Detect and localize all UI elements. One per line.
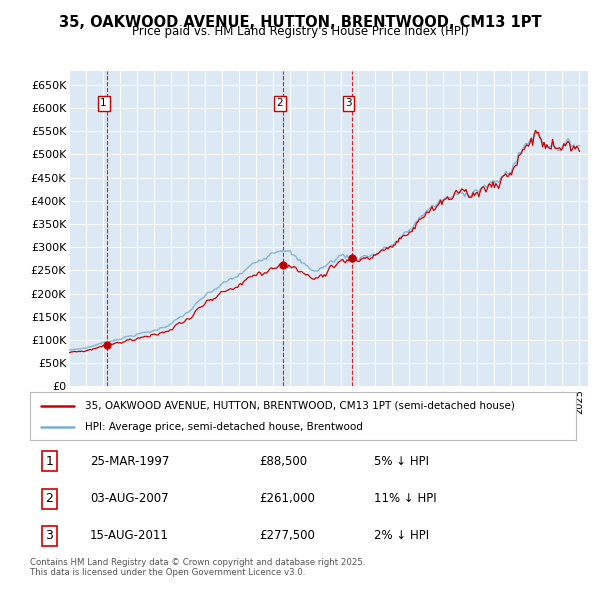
Text: 2: 2 [277,99,283,109]
Text: HPI: Average price, semi-detached house, Brentwood: HPI: Average price, semi-detached house,… [85,422,362,432]
Text: 3: 3 [45,529,53,542]
Text: 1: 1 [45,455,53,468]
Text: 35, OAKWOOD AVENUE, HUTTON, BRENTWOOD, CM13 1PT (semi-detached house): 35, OAKWOOD AVENUE, HUTTON, BRENTWOOD, C… [85,401,514,411]
Text: 3: 3 [345,99,352,109]
Text: £261,000: £261,000 [259,492,315,505]
Text: 11% ↓ HPI: 11% ↓ HPI [374,492,437,505]
Text: Price paid vs. HM Land Registry's House Price Index (HPI): Price paid vs. HM Land Registry's House … [131,25,469,38]
Text: 35, OAKWOOD AVENUE, HUTTON, BRENTWOOD, CM13 1PT: 35, OAKWOOD AVENUE, HUTTON, BRENTWOOD, C… [59,15,541,30]
Text: £88,500: £88,500 [259,455,307,468]
Text: £277,500: £277,500 [259,529,315,542]
Text: 2: 2 [45,492,53,505]
Text: Contains HM Land Registry data © Crown copyright and database right 2025.
This d: Contains HM Land Registry data © Crown c… [30,558,365,577]
Text: 5% ↓ HPI: 5% ↓ HPI [374,455,429,468]
Text: 25-MAR-1997: 25-MAR-1997 [90,455,169,468]
Text: 15-AUG-2011: 15-AUG-2011 [90,529,169,542]
Text: 03-AUG-2007: 03-AUG-2007 [90,492,169,505]
Text: 2% ↓ HPI: 2% ↓ HPI [374,529,429,542]
Text: 1: 1 [100,99,107,109]
